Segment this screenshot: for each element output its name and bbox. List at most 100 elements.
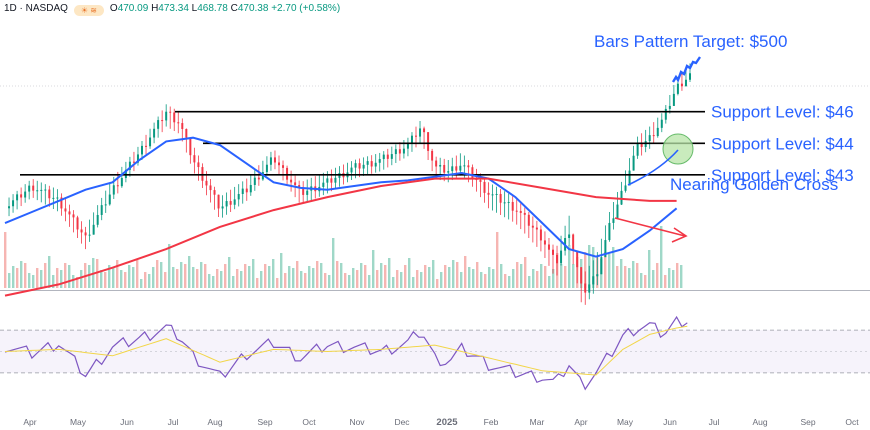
candle-body: [539, 229, 542, 241]
candle-body: [149, 137, 152, 147]
candle-body: [515, 210, 518, 212]
candle-body: [366, 161, 369, 165]
volume-bar: [260, 271, 263, 288]
volume-bar: [488, 267, 491, 288]
volume-bar: [268, 266, 271, 288]
volume-bar: [316, 261, 319, 288]
volume-bar: [348, 275, 351, 288]
volume-bar: [40, 270, 43, 288]
volume-bar: [508, 276, 511, 288]
volume-bar: [224, 264, 227, 288]
candle-body: [28, 185, 31, 192]
candle-body: [233, 199, 236, 205]
candle-body: [282, 165, 285, 168]
volume-bar: [244, 264, 247, 288]
volume-bar: [176, 269, 179, 288]
volume-bar: [664, 275, 667, 288]
volume-bar: [396, 270, 399, 288]
candle-body: [298, 185, 301, 188]
candle-body: [552, 249, 554, 255]
volume-bar: [612, 247, 615, 288]
volume-bar: [236, 269, 239, 288]
candle-body: [419, 128, 422, 137]
market-status-badge[interactable]: ☀ ≋: [73, 5, 104, 16]
volume-bar: [88, 265, 91, 288]
volume-bar: [128, 265, 131, 288]
candle-body: [294, 182, 297, 186]
candle-body: [60, 197, 63, 209]
volume-bar: [200, 262, 203, 288]
candle-body: [302, 187, 305, 195]
volume-bar: [676, 263, 679, 288]
volume-bar: [532, 269, 535, 288]
volume-bar: [340, 263, 343, 288]
volume-bar: [440, 272, 443, 288]
volume-bar: [64, 263, 67, 288]
volume-bar: [280, 253, 283, 288]
volume-bar: [52, 275, 55, 288]
x-axis-tick-label: 2025: [436, 417, 458, 428]
volume-bar: [336, 261, 339, 288]
volume-bar: [512, 269, 515, 288]
volume-bar: [652, 270, 655, 288]
volume-bar: [448, 267, 451, 288]
volume-bar: [196, 269, 199, 288]
candle-body: [378, 159, 381, 163]
volume-bar: [184, 264, 187, 288]
candle-body: [382, 154, 385, 160]
volume-bar: [232, 276, 235, 288]
volume-bar: [408, 258, 411, 288]
candle-body: [330, 178, 333, 183]
candle-body: [80, 229, 83, 233]
candle-body: [217, 194, 220, 209]
candle-body: [427, 132, 430, 151]
volume-bar: [432, 260, 435, 288]
volume-bar: [352, 268, 355, 288]
candle-body: [92, 224, 95, 235]
candle-body: [56, 197, 59, 199]
volume-bar: [192, 267, 195, 288]
golden-cross-label: Nearing Golden Cross: [670, 175, 838, 194]
volume-bar: [632, 261, 635, 288]
candle-body: [556, 254, 559, 264]
moving-average-fast-line: [4, 136, 678, 258]
candle-body: [40, 189, 43, 191]
open-value: 470.09: [117, 3, 149, 14]
volume-bar: [8, 273, 11, 288]
candle-body: [290, 179, 293, 183]
candle-body: [612, 218, 615, 223]
volume-bar: [360, 263, 363, 288]
volume-bar: [136, 260, 139, 288]
volume-bar: [428, 267, 431, 288]
candle-body: [652, 135, 655, 137]
candle-body: [145, 145, 148, 147]
volume-bar: [144, 272, 147, 288]
candle-body: [656, 127, 659, 137]
candle-body: [588, 284, 591, 293]
volume-bar: [248, 266, 251, 288]
trend-arrow-line: [614, 217, 686, 237]
candle-body: [596, 274, 599, 277]
volume-bar: [404, 265, 407, 288]
volume-bar: [160, 262, 163, 288]
candle-body: [600, 257, 603, 275]
candle-body: [350, 167, 353, 173]
volume-bar: [460, 272, 463, 288]
candle-body: [12, 200, 15, 207]
candle-body: [672, 93, 675, 106]
volume-bar: [480, 272, 483, 288]
candle-body: [108, 194, 111, 205]
trend-arrow-head: [671, 227, 688, 243]
x-axis-tick-label: Jul: [168, 417, 179, 427]
candle-body: [120, 178, 123, 187]
x-axis-tick-label: Jun: [663, 417, 677, 427]
volume-bar: [468, 267, 471, 288]
volume-bar: [284, 273, 287, 288]
volume-bar: [536, 271, 539, 288]
volume-bar: [500, 264, 503, 288]
candle-body: [664, 108, 667, 120]
volume-bar: [368, 275, 371, 288]
volume-bar: [76, 277, 79, 288]
volume-bar: [444, 265, 447, 288]
